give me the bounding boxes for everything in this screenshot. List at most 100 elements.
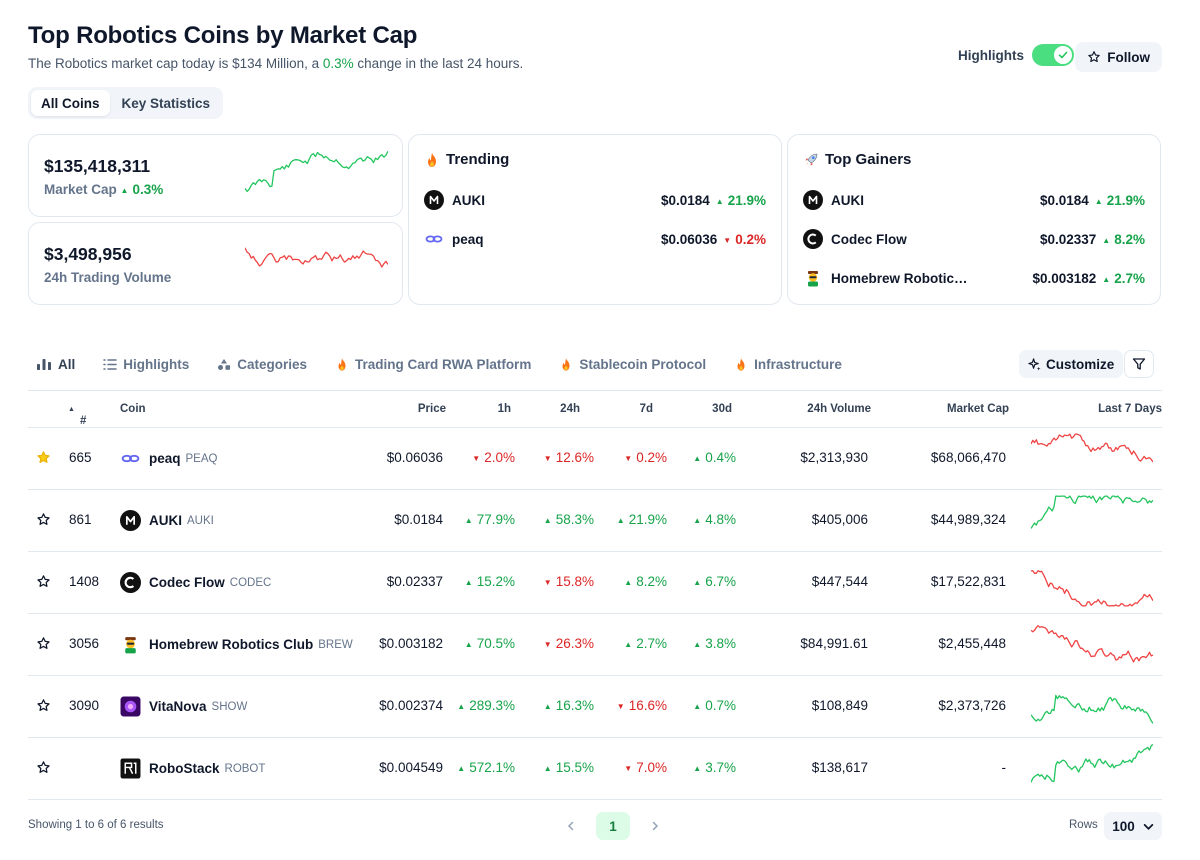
vita-logo bbox=[120, 696, 141, 717]
auki-logo bbox=[424, 190, 444, 210]
star-icon[interactable] bbox=[36, 760, 51, 778]
star-filled-icon[interactable] bbox=[36, 450, 51, 468]
d30-change-cell: 15.2% bbox=[465, 574, 515, 589]
gainers-card: Top Gainers AUKI $0.0184 21.9% Codec Flow $0… bbox=[787, 134, 1161, 305]
coin-cell[interactable]: peaq PEAQ bbox=[120, 448, 217, 469]
follow-button[interactable]: Follow bbox=[1075, 42, 1162, 72]
price-cell: $0.02337 bbox=[386, 574, 443, 589]
d7-change-cell: 15.8% bbox=[544, 574, 594, 589]
trending-row[interactable]: peaq $0.06036 0.2% bbox=[424, 227, 766, 251]
chevron-right-icon[interactable] bbox=[650, 821, 660, 831]
robo-logo bbox=[120, 758, 141, 779]
gainer-row[interactable]: Codec Flow $0.02337 8.2% bbox=[803, 227, 1145, 251]
customize-button[interactable]: Customize bbox=[1019, 350, 1124, 378]
h1-change-cell: 6.7% bbox=[693, 574, 736, 589]
coin-cell[interactable]: RoboStack ROBOT bbox=[120, 758, 265, 779]
pagination: 1 bbox=[566, 812, 660, 840]
col-24h-volume[interactable]: 24h Volume bbox=[807, 403, 871, 415]
star-icon[interactable] bbox=[36, 574, 51, 592]
highlights-control: Highlights bbox=[958, 44, 1074, 66]
trending-title: Trending bbox=[424, 151, 509, 168]
market-cap-cell: - bbox=[1001, 760, 1007, 775]
tab-all-coins[interactable]: All Coins bbox=[31, 90, 110, 116]
codec-logo-icon bbox=[120, 572, 141, 593]
rocket-icon bbox=[805, 153, 818, 165]
fire-icon bbox=[737, 357, 745, 371]
brew-logo-icon bbox=[808, 271, 818, 287]
table-row[interactable]: RoboStack ROBOT $0.004549 3.7% 7.0% 15.5% 572.… bbox=[28, 738, 1162, 800]
coin-cell[interactable]: AUKI AUKI bbox=[120, 510, 214, 531]
gainer-price: $0.02337 bbox=[1039, 231, 1097, 247]
last-7-days-sparkline bbox=[1031, 694, 1153, 724]
gainer-row[interactable]: Homebrew Robotics Club $0.003182 2.7% bbox=[803, 266, 1145, 290]
d30-change-cell: 2.0% bbox=[472, 450, 515, 465]
category-tabs: All Highlights Categories Trading Card R… bbox=[36, 350, 842, 378]
last-7-days-sparkline bbox=[1031, 495, 1153, 529]
table-row[interactable]: 3056 Homebrew Robotics Club BREW $0.003182 3… bbox=[28, 614, 1162, 676]
table-row[interactable]: 665 peaq PEAQ $0.06036 0.4% 0.2% 12.6% 2.0% $2,3… bbox=[28, 428, 1162, 490]
tab-infrastructure[interactable]: Infrastructure bbox=[734, 357, 842, 372]
gainer-row[interactable]: AUKI $0.0184 21.9% bbox=[803, 188, 1145, 212]
page-subtitle: The Robotics market cap today is $134 Mi… bbox=[28, 56, 523, 71]
col-30d[interactable]: 30d bbox=[712, 403, 732, 415]
tab-highlights[interactable]: Highlights bbox=[103, 357, 189, 372]
col-market-cap[interactable]: Market Cap bbox=[947, 403, 1009, 415]
table-row[interactable]: 1408 Codec Flow CODEC $0.02337 6.7% 8.2% 15.8%… bbox=[28, 552, 1162, 614]
rows-per-page-select[interactable]: 100 bbox=[1104, 812, 1162, 840]
star-icon[interactable] bbox=[36, 512, 51, 530]
trending-row[interactable]: AUKI $0.0184 21.9% bbox=[424, 188, 766, 212]
chevron-down-icon bbox=[1143, 823, 1153, 830]
coin-cell[interactable]: Codec Flow CODEC bbox=[120, 572, 271, 593]
table-row[interactable]: 3090 VitaNova SHOW $0.002374 0.7% 16.6% 16.3% 2… bbox=[28, 676, 1162, 738]
col-coin[interactable]: Coin bbox=[120, 403, 146, 415]
sparkline-path bbox=[1031, 495, 1153, 529]
market-cap-label: Market Cap bbox=[44, 182, 117, 197]
rank-cell: 861 bbox=[69, 512, 92, 527]
sparkle-icon bbox=[1028, 357, 1041, 371]
filter-button[interactable] bbox=[1124, 350, 1154, 378]
h24-change-cell: 8.2% bbox=[624, 574, 667, 589]
market-cap-cell: $68,066,470 bbox=[930, 450, 1006, 465]
tab-highlights-label: Highlights bbox=[123, 356, 190, 372]
coin-cell[interactable]: Homebrew Robotics Club BREW bbox=[120, 634, 353, 655]
brew-logo bbox=[120, 634, 141, 655]
tab-key-statistics[interactable]: Key Statistics bbox=[121, 95, 211, 111]
coin-name: peaq bbox=[149, 451, 181, 466]
tab-all[interactable]: All bbox=[36, 357, 75, 372]
gainer-change: 8.2% bbox=[1102, 232, 1145, 247]
table-row[interactable]: 861 AUKI AUKI $0.0184 4.8% 21.9% 58.3% 77.9% $40… bbox=[28, 490, 1162, 552]
chevron-left-icon[interactable] bbox=[566, 821, 576, 831]
rank-cell: 3090 bbox=[69, 698, 100, 713]
col-1h[interactable]: 1h bbox=[497, 403, 511, 415]
highlights-toggle[interactable] bbox=[1032, 44, 1074, 66]
tab-categories[interactable]: Categories bbox=[217, 357, 307, 372]
h24-change-cell: 2.7% bbox=[624, 636, 667, 651]
highlights-label: Highlights bbox=[958, 47, 1024, 63]
vita-logo-icon bbox=[120, 696, 141, 717]
coin-name: RoboStack bbox=[149, 761, 220, 776]
col-24h[interactable]: 24h bbox=[560, 403, 580, 415]
tab-stablecoin-protocol[interactable]: Stablecoin Protocol bbox=[559, 357, 706, 372]
star-icon[interactable] bbox=[36, 636, 51, 654]
coin-cell[interactable]: VitaNova SHOW bbox=[120, 696, 247, 717]
market-cap-cell: $2,373,726 bbox=[938, 698, 1006, 713]
price-cell: $0.0184 bbox=[394, 512, 443, 527]
last-7-days-sparkline bbox=[1031, 743, 1153, 783]
trending-change: 21.9% bbox=[716, 193, 766, 208]
star-icon bbox=[1088, 51, 1100, 63]
list-icon bbox=[103, 358, 118, 370]
coin-symbol: CODEC bbox=[229, 576, 272, 589]
d30-change-cell: 572.1% bbox=[457, 760, 515, 775]
col-rank[interactable]: ▲ # bbox=[68, 403, 86, 427]
h1-change-cell: 3.8% bbox=[693, 636, 736, 651]
price-cell: $0.003182 bbox=[379, 636, 443, 651]
star-icon[interactable] bbox=[36, 698, 51, 716]
col-price[interactable]: Price bbox=[417, 403, 446, 415]
page-1-button[interactable]: 1 bbox=[596, 812, 630, 840]
market-cap-value: $135,418,311 bbox=[44, 156, 151, 176]
col-7d[interactable]: 7d bbox=[639, 403, 653, 415]
trending-coin-name: AUKI bbox=[452, 192, 485, 208]
tab-infrastructure-label: Infrastructure bbox=[754, 356, 842, 372]
shapes-icon bbox=[218, 358, 231, 370]
tab-trading-card-rwa[interactable]: Trading Card RWA Platform bbox=[335, 357, 531, 372]
